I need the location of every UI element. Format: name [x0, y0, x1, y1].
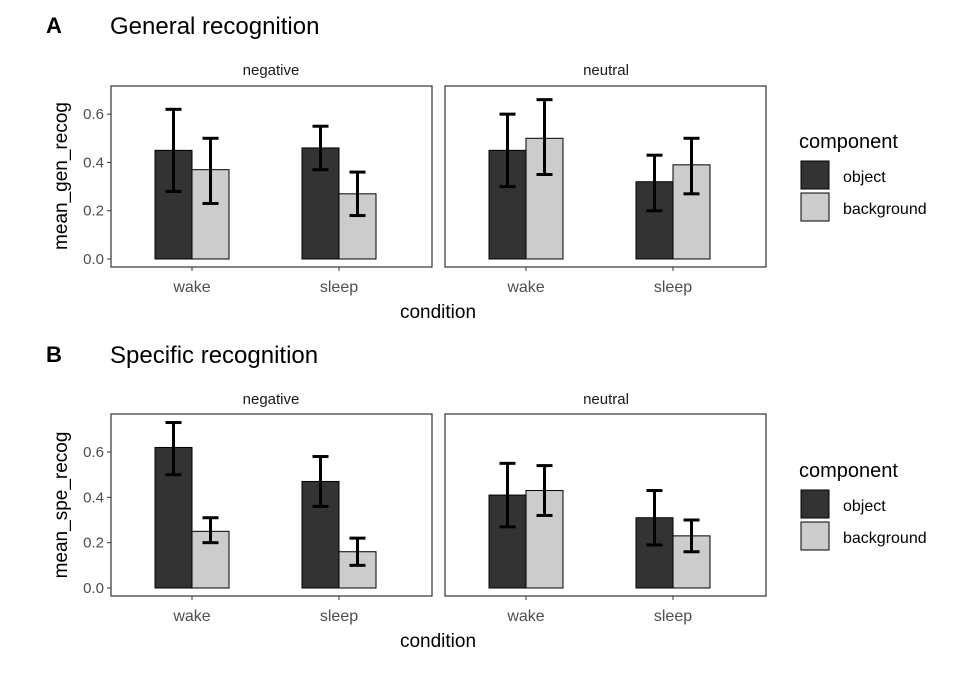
error-bar-background-neutral-sleep: [683, 136, 700, 196]
y-axis-title-a: mean_gen_recog: [51, 102, 72, 250]
legend-title-a: component: [799, 131, 898, 153]
error-bar-background-neutral-wake: [536, 464, 553, 517]
legend-label-object-b: object: [843, 498, 886, 515]
y-tick-label: 0.2: [83, 203, 104, 220]
legend-title-b: component: [799, 460, 898, 482]
chart-title-a: General recognition: [110, 13, 319, 40]
y-tick-label: 0.0: [83, 580, 104, 597]
x-tick-label-sleep: sleep: [320, 279, 358, 296]
facet-label-negative-a: negative: [243, 62, 300, 79]
error-bar-background-negative-wake: [202, 136, 219, 205]
error-bar-object-negative-sleep: [312, 124, 329, 172]
error-bar-object-neutral-wake: [499, 461, 516, 529]
facet-panel-negative-a: [110, 85, 433, 268]
error-bar-object-neutral-sleep: [646, 153, 663, 213]
facet-panel-negative-b: [110, 413, 433, 597]
x-tick-label-sleep: sleep: [654, 279, 692, 296]
legend-label-background-b: background: [843, 530, 927, 547]
facet-label-neutral-a: neutral: [583, 62, 629, 79]
error-bar-object-negative-wake: [165, 421, 182, 477]
facet-panel-neutral-b: [444, 413, 767, 597]
x-axis-title-b: condition: [400, 631, 476, 652]
chart-title-b: Specific recognition: [110, 342, 318, 369]
legend-b: component object background: [799, 460, 927, 551]
facet-label-negative-b: negative: [243, 391, 300, 408]
panel-tag-a: A: [46, 13, 62, 38]
facet-label-neutral-b: neutral: [583, 391, 629, 408]
x-tick-label-wake: wake: [506, 279, 544, 296]
y-tick-label: 0.0: [83, 251, 104, 268]
error-bar-background-neutral-wake: [536, 98, 553, 176]
chart-general-recognition: A General recognition negative neutral 0…: [46, 13, 927, 323]
legend-swatch-background-a: [800, 192, 830, 222]
x-tick-label-wake: wake: [506, 608, 544, 625]
y-tick-label: 0.6: [83, 444, 104, 461]
chart-marks-b: 0.0 0.2 0.4 0.6 wake sleep wake sleep: [83, 421, 711, 625]
y-tick-label: 0.6: [83, 106, 104, 123]
x-tick-label-sleep: sleep: [320, 608, 358, 625]
error-bar-object-neutral-sleep: [646, 489, 663, 547]
legend-label-background-a: background: [843, 201, 927, 218]
x-tick-label-sleep: sleep: [654, 608, 692, 625]
legend-a: component object background: [799, 131, 927, 222]
error-bar-background-neutral-sleep: [683, 518, 700, 554]
y-tick-label: 0.2: [83, 535, 104, 552]
error-bar-object-negative-wake: [165, 107, 182, 193]
legend-label-object-a: object: [843, 169, 886, 186]
legend-swatch-object-a: [800, 160, 830, 190]
legend-swatch-object-b: [800, 489, 830, 519]
error-bar-background-negative-wake: [202, 516, 219, 545]
legend-swatch-background-b: [800, 521, 830, 551]
error-bar-background-negative-sleep: [349, 170, 366, 218]
x-axis-title-a: condition: [400, 302, 476, 323]
x-tick-label-wake: wake: [172, 279, 210, 296]
error-bar-object-neutral-wake: [499, 112, 516, 189]
chart-marks-a: 0.0 0.2 0.4 0.6 wake sleep wake sleep: [83, 98, 711, 296]
x-tick-label-wake: wake: [172, 608, 210, 625]
facet-panel-neutral-a: [444, 85, 767, 268]
error-bar-background-negative-sleep: [349, 536, 366, 567]
y-tick-label: 0.4: [83, 154, 104, 171]
y-axis-title-b: mean_spe_recog: [51, 432, 72, 579]
panel-tag-b: B: [46, 342, 62, 367]
bar-object-negative-wake: [154, 149, 193, 260]
chart-specific-recognition: B Specific recognition negative neutral …: [46, 342, 927, 652]
y-tick-label: 0.4: [83, 489, 104, 506]
error-bar-object-negative-sleep: [312, 455, 329, 508]
